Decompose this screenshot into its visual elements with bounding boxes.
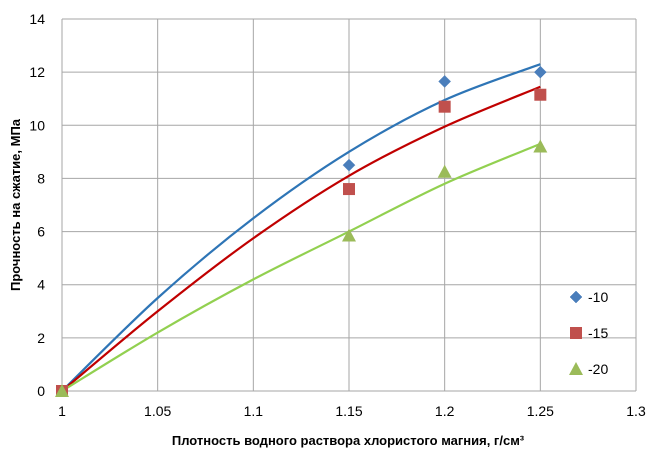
trend-line-1 bbox=[61, 63, 541, 392]
x-tick-label: 1.15 bbox=[335, 403, 362, 419]
data-markers bbox=[55, 65, 548, 398]
x-tick-labels: 1 1.05 1.1 1.15 1.2 1.25 1.3 bbox=[58, 403, 646, 419]
trend-line-2 bbox=[61, 85, 541, 392]
y-tick-label: 4 bbox=[37, 277, 45, 293]
x-tick-label: 1.05 bbox=[144, 403, 171, 419]
data-point-series-1 bbox=[533, 65, 547, 79]
y-tick-label: 12 bbox=[29, 64, 45, 80]
x-tick-label: 1.3 bbox=[626, 403, 646, 419]
legend-label-3: -20 bbox=[588, 361, 608, 377]
y-tick-label: 8 bbox=[37, 170, 45, 186]
x-axis-title: Плотность водного раствора хлористого ма… bbox=[172, 433, 525, 448]
legend-label-1: -10 bbox=[588, 289, 608, 305]
y-tick-label: 0 bbox=[37, 383, 45, 399]
x-tick-label: 1.2 bbox=[435, 403, 455, 419]
data-point-series-3 bbox=[437, 164, 452, 178]
legend: -10 -15 -20 bbox=[569, 289, 608, 377]
legend-label-2: -15 bbox=[588, 325, 608, 341]
data-point-series-3 bbox=[342, 228, 356, 242]
data-point-series-3 bbox=[533, 139, 548, 153]
legend-marker-1 bbox=[569, 290, 583, 304]
legend-marker-3 bbox=[569, 362, 583, 375]
legend-marker-2 bbox=[570, 327, 582, 339]
y-axis-title: Прочность на сжатие, МПа bbox=[8, 118, 23, 291]
y-tick-labels: 0 2 4 6 8 10 12 14 bbox=[29, 11, 45, 399]
y-tick-label: 6 bbox=[37, 224, 45, 240]
x-tick-label: 1.25 bbox=[527, 403, 554, 419]
data-point-series-2 bbox=[534, 88, 547, 101]
y-tick-label: 10 bbox=[29, 117, 45, 133]
y-tick-label: 2 bbox=[37, 330, 45, 346]
trend-line-3 bbox=[61, 142, 541, 392]
data-point-series-2 bbox=[343, 183, 355, 196]
y-tick-label: 14 bbox=[29, 11, 45, 27]
data-point-series-2 bbox=[438, 100, 451, 113]
data-point-series-1 bbox=[438, 75, 452, 88]
grid-lines bbox=[61, 18, 637, 392]
data-point-series-1 bbox=[342, 158, 356, 172]
x-tick-label: 1 bbox=[58, 403, 66, 419]
trend-lines bbox=[61, 63, 541, 392]
data-point-series-3 bbox=[55, 384, 69, 397]
x-tick-label: 1.1 bbox=[244, 403, 264, 419]
